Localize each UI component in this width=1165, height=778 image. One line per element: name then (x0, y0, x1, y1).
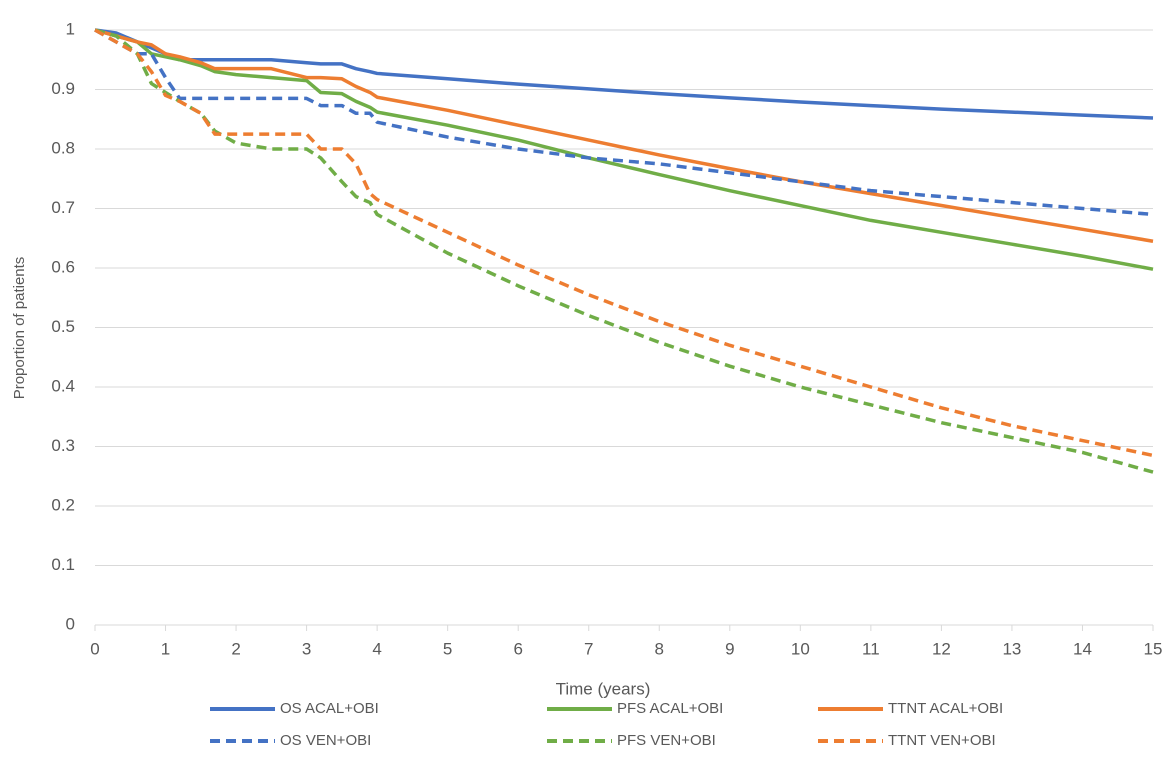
x-tick-label: 9 (725, 639, 734, 658)
series-line (94, 28, 1154, 243)
series-line (94, 28, 1154, 474)
y-tick-label: 0.9 (51, 79, 75, 98)
y-tick-label: 0.6 (51, 257, 75, 276)
legend-label: OS VEN+OBI (280, 732, 371, 749)
y-tick-label: 0.2 (51, 495, 75, 514)
x-tick-label: 5 (443, 639, 452, 658)
x-tick-label: 8 (655, 639, 664, 658)
x-tick-label: 10 (791, 639, 810, 658)
x-tick-label: 7 (584, 639, 593, 658)
x-tick-label: 13 (1002, 639, 1021, 658)
x-tick-label: 3 (302, 639, 311, 658)
legend-label: TTNT ACAL+OBI (888, 700, 1003, 717)
series-line (94, 28, 1154, 217)
x-tick-label: 12 (932, 639, 951, 658)
series-line (94, 28, 1154, 458)
x-tick-label: 6 (513, 639, 522, 658)
x-tick-label: 11 (862, 639, 880, 658)
series-line (94, 28, 1154, 271)
x-tick-label: 2 (231, 639, 240, 658)
x-tick-label: 4 (372, 639, 381, 658)
x-tick-label: 0 (90, 639, 99, 658)
y-tick-label: 0.1 (51, 555, 75, 574)
x-axis-label: Time (years) (556, 679, 651, 698)
y-tick-label: 0.7 (51, 198, 75, 217)
y-tick-label: 1 (66, 19, 75, 38)
legend-label: OS ACAL+OBI (280, 700, 379, 717)
y-axis-label: Proportion of patients (11, 257, 28, 400)
y-tick-label: 0.4 (51, 376, 75, 395)
y-tick-label: 0.3 (51, 436, 75, 455)
legend-label: PFS VEN+OBI (617, 732, 716, 749)
x-tick-label: 15 (1144, 639, 1163, 658)
y-tick-label: 0.8 (51, 138, 75, 157)
series-line (94, 28, 1154, 120)
x-tick-label: 1 (161, 639, 170, 658)
legend-label: TTNT VEN+OBI (888, 732, 996, 749)
y-tick-label: 0.5 (51, 317, 75, 336)
x-tick-label: 14 (1073, 639, 1092, 658)
legend-label: PFS ACAL+OBI (617, 700, 723, 717)
y-tick-label: 0 (66, 614, 75, 633)
